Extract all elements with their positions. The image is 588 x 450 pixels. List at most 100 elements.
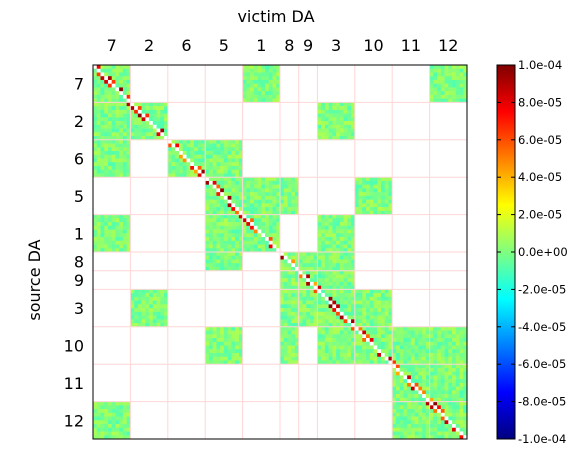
heatmap-block-8-8	[280, 252, 299, 271]
heatmap-cell	[149, 124, 154, 129]
heatmap-cell	[324, 240, 329, 245]
heatmap-cell	[220, 326, 225, 331]
heatmap-cell	[216, 184, 221, 189]
heatmap-cell	[291, 255, 296, 260]
heatmap-cell	[261, 94, 266, 99]
heatmap-cell	[291, 334, 296, 339]
heatmap-block-9-8	[280, 270, 299, 290]
heatmap-cell	[193, 173, 199, 178]
heatmap-cell	[463, 405, 468, 410]
heatmap-cell	[395, 390, 400, 395]
colorbar-tick-label: -2.0e-05	[518, 282, 566, 296]
heatmap-cell	[100, 87, 105, 92]
heatmap-cell	[407, 401, 412, 406]
heatmap-cell	[186, 173, 191, 178]
heatmap-cell	[459, 345, 464, 350]
heatmap-cell	[111, 91, 116, 96]
heatmap-cell	[216, 180, 221, 185]
heatmap-cell	[384, 341, 389, 346]
heatmap-cell	[369, 289, 374, 294]
heatmap-cell	[238, 184, 243, 189]
heatmap-cell	[317, 255, 322, 260]
heatmap-cell	[429, 349, 434, 354]
heatmap-cell	[119, 237, 124, 242]
heatmap-cell	[369, 180, 374, 185]
heatmap-cell	[433, 375, 438, 380]
heatmap-cell	[407, 420, 412, 425]
heatmap-cell	[93, 158, 98, 163]
heatmap-cell	[104, 151, 109, 156]
heatmap-block-9-3	[317, 270, 356, 290]
heatmap-cell	[429, 94, 434, 99]
heatmap-cell	[190, 151, 195, 156]
heatmap-cell	[291, 177, 296, 182]
heatmap-cell	[212, 139, 217, 144]
heatmap-cell	[280, 203, 285, 208]
heatmap-cell	[425, 352, 430, 358]
heatmap-cell	[455, 364, 460, 369]
heatmap-cell	[395, 338, 400, 343]
heatmap-cell	[208, 177, 213, 182]
heatmap-cell	[265, 222, 270, 227]
heatmap-cell	[238, 154, 243, 159]
heatmap-cell	[100, 218, 105, 223]
heatmap-cell	[403, 382, 408, 387]
heatmap-cell	[343, 304, 348, 309]
heatmap-cell	[111, 229, 116, 234]
heatmap-cell	[410, 405, 415, 410]
heatmap-cell	[100, 128, 105, 133]
heatmap-cell	[444, 367, 449, 372]
heatmap-cell	[276, 83, 281, 88]
x-tick-label-6: 6	[181, 36, 191, 55]
heatmap-cell	[122, 65, 127, 70]
heatmap-cell	[231, 147, 236, 152]
heatmap-cell	[407, 367, 412, 372]
heatmap-cell	[410, 352, 415, 358]
heatmap-cell	[294, 360, 299, 365]
heatmap-cell	[392, 397, 397, 402]
heatmap-cell	[265, 91, 270, 96]
heatmap-cell	[272, 244, 277, 249]
heatmap-cell	[339, 248, 344, 253]
heatmap-cell	[291, 293, 296, 298]
heatmap-cell	[351, 214, 356, 219]
heatmap-cell	[407, 371, 412, 376]
heatmap-cell	[332, 319, 337, 324]
heatmap-cell	[422, 394, 427, 399]
heatmap-cell	[261, 222, 266, 227]
heatmap-cell	[231, 330, 236, 335]
heatmap-cell	[223, 349, 228, 354]
heatmap-cell	[448, 390, 453, 395]
heatmap-cell	[321, 136, 326, 141]
y-tick-label-6: 6	[74, 150, 84, 169]
heatmap-cell	[122, 147, 127, 152]
heatmap-cell	[261, 229, 266, 234]
heatmap-cell	[294, 255, 299, 260]
heatmap-cell	[343, 128, 348, 133]
heatmap-cell	[115, 117, 120, 122]
heatmap-cell	[291, 210, 296, 215]
heatmap-cell	[463, 420, 468, 425]
heatmap-cell	[152, 117, 157, 122]
heatmap-cell	[265, 203, 270, 208]
heatmap-cell	[425, 326, 430, 331]
heatmap-cell	[452, 367, 457, 372]
heatmap-cell	[227, 203, 232, 208]
heatmap-cell	[459, 68, 464, 73]
heatmap-block-6-5	[205, 139, 243, 178]
heatmap-cell	[250, 207, 255, 212]
heatmap-cell	[336, 300, 341, 305]
heatmap-cell	[444, 334, 449, 339]
heatmap-cell	[220, 188, 225, 193]
heatmap-cell	[164, 132, 169, 137]
heatmap-cell	[265, 218, 270, 223]
heatmap-cell	[145, 323, 150, 328]
heatmap-cell	[455, 72, 460, 77]
heatmap-cell	[437, 431, 442, 436]
heatmap-cell	[321, 356, 326, 361]
heatmap-cell	[351, 285, 356, 290]
heatmap-cell	[388, 188, 393, 193]
heatmap-cell	[317, 252, 322, 257]
heatmap-cell	[220, 259, 225, 264]
